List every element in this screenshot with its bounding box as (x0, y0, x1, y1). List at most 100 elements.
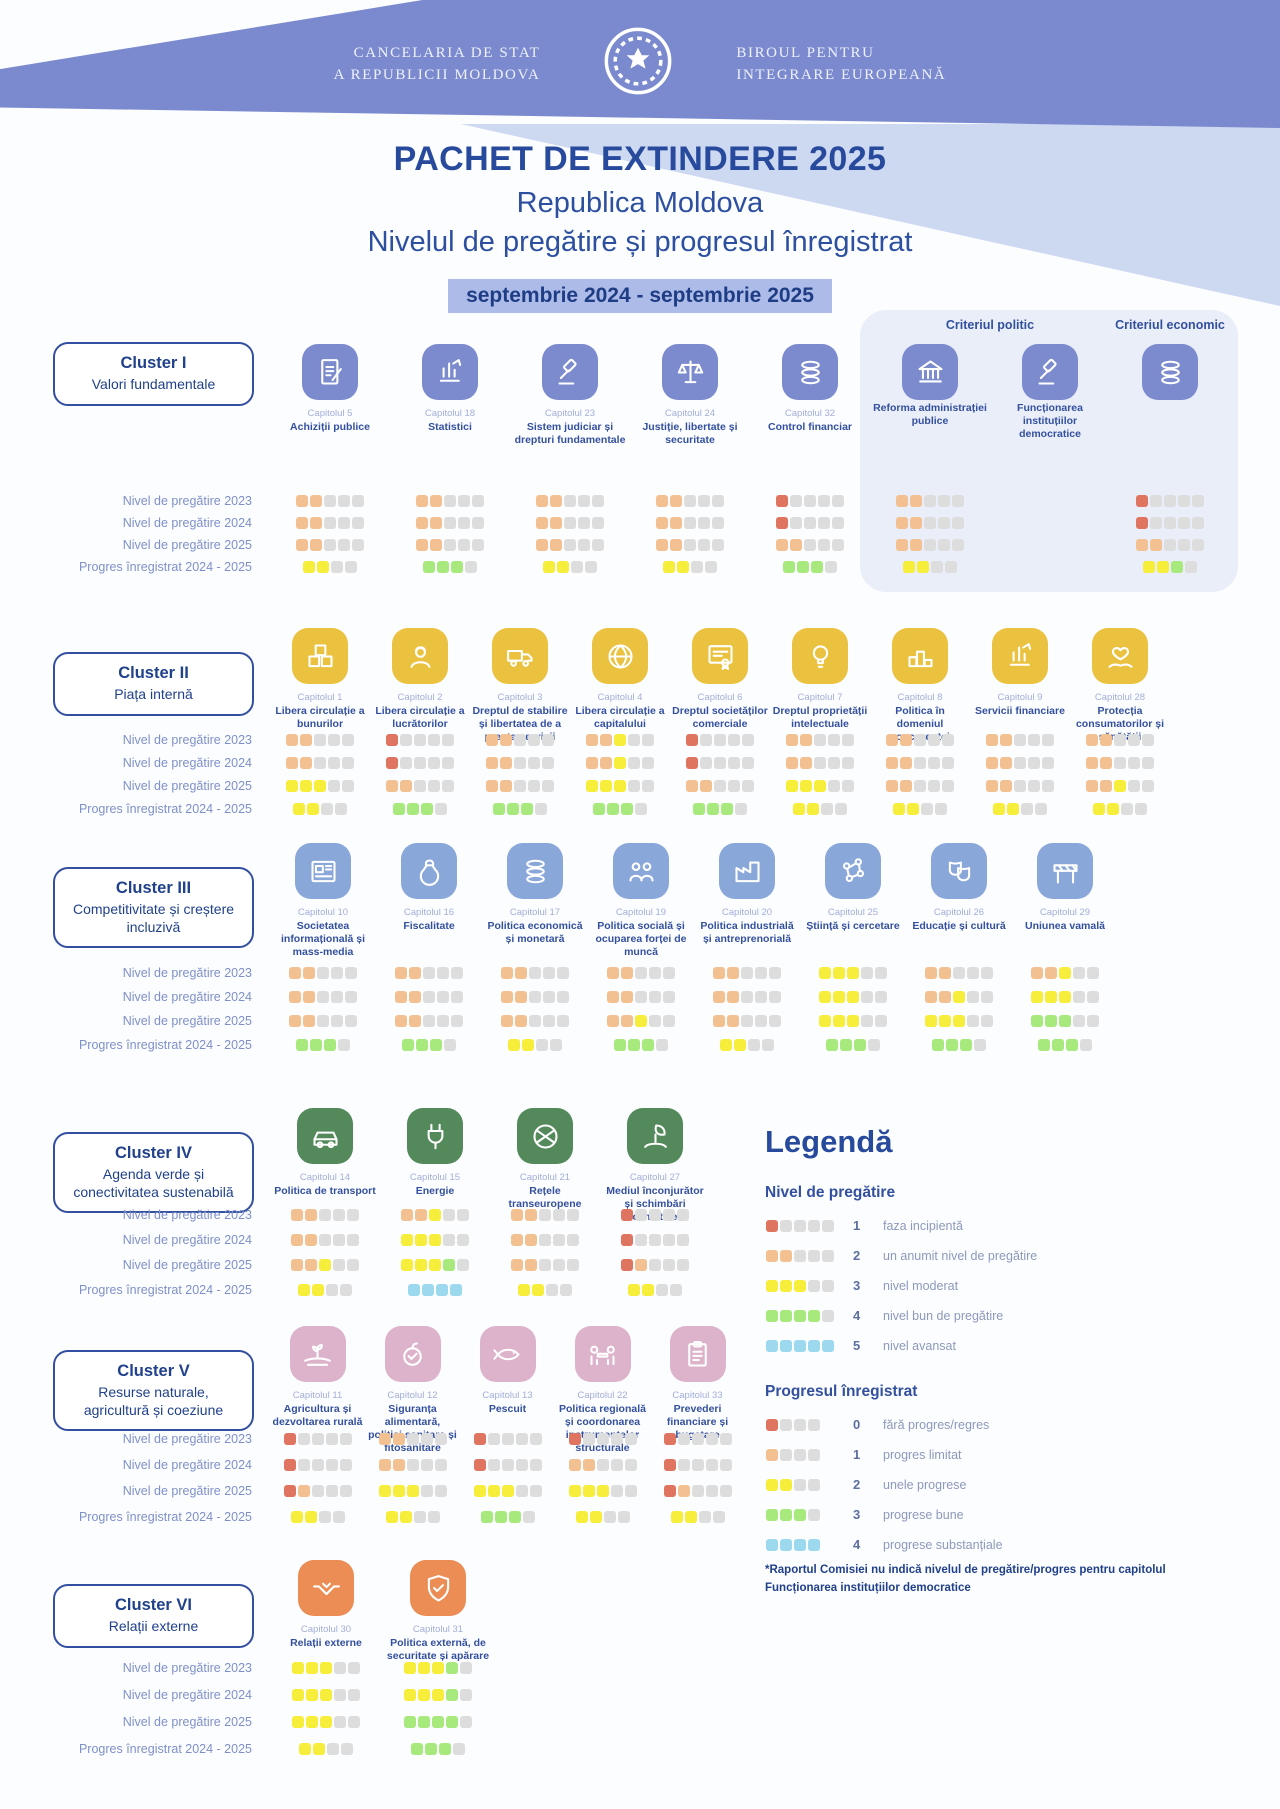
bar-segment (290, 1511, 303, 1523)
bar-segment (378, 1433, 391, 1445)
bar-segment (719, 1485, 732, 1497)
bar-segment (416, 495, 428, 507)
bar-segment (893, 802, 905, 815)
bar-segment (776, 539, 788, 551)
bar-segment (443, 1208, 455, 1221)
bar-segment (423, 991, 435, 1003)
bar-segment (1107, 802, 1119, 815)
bar-segment (296, 539, 308, 551)
bar-segment (642, 1283, 654, 1296)
bar-segment (1000, 779, 1012, 792)
bar-segment (1042, 756, 1054, 769)
legend-item-progress-4: 4 progrese substanțiale (765, 1537, 1250, 1552)
bar-segment (522, 1039, 534, 1051)
prep-bar-2025 (1012, 1009, 1118, 1033)
bar-segment (981, 1015, 993, 1027)
bar-segment (808, 1538, 820, 1551)
bar-segment (766, 1249, 778, 1262)
bar-segment (607, 1015, 619, 1027)
bar-segment (935, 802, 947, 815)
cluster-II-heading: Cluster II Piața internă (53, 652, 254, 716)
bar-segment (1052, 1039, 1064, 1051)
bar-segment (1185, 561, 1197, 573)
bar-segment (663, 561, 675, 573)
bar-segment (320, 1715, 332, 1728)
bar-segment (586, 733, 598, 746)
bar-segment (714, 733, 726, 746)
legend-label: unele progrese (883, 1477, 967, 1492)
bar-segment (347, 1208, 359, 1221)
chapter-capitolul-18: Capitolul 18 Statistici (390, 318, 510, 490)
row-label-prep-2025: Nivel de pregătire 2025 (122, 1714, 252, 1729)
bar-segment (1042, 733, 1054, 746)
bar-segment (303, 967, 315, 979)
bar-segment (684, 495, 696, 507)
bar-segment (378, 1459, 391, 1471)
prep-bar-2024 (390, 512, 510, 534)
bar-segment (300, 756, 312, 769)
bar-segment (691, 1433, 704, 1445)
bar-segment (677, 1208, 689, 1221)
progress-bar (670, 797, 770, 820)
bar-segment (458, 539, 470, 551)
progress-bar (490, 1277, 600, 1302)
bar-segment (402, 1039, 414, 1051)
chapter-caption: Capitolul 6 (697, 692, 743, 703)
eco-hands-icon (627, 1108, 683, 1164)
bar-segment (560, 1283, 572, 1296)
bar-segment (719, 1433, 732, 1445)
bar-segment (691, 561, 703, 573)
row-label-prep-2023: Nivel de pregătire 2023 (122, 1207, 252, 1222)
bar-segment (794, 1448, 806, 1461)
bar-segment (422, 1283, 434, 1296)
bar-segment (835, 802, 847, 815)
bar-segment (420, 1459, 433, 1471)
bar-segment (925, 991, 937, 1003)
bar-segment (635, 1208, 647, 1221)
prep-bar-2025 (800, 1009, 906, 1033)
bar-segment (406, 1433, 419, 1445)
bar-segment (794, 1418, 806, 1431)
bar-segment (446, 1715, 458, 1728)
prep-bar-2023 (390, 490, 510, 512)
chapter-caption: Capitolul 18 (424, 408, 476, 419)
bar-segment (557, 991, 569, 1003)
bar-segment (564, 517, 576, 529)
bar-segment (614, 733, 626, 746)
bar-segment (1114, 779, 1126, 792)
bar-segment (1178, 539, 1190, 551)
bar-segment (414, 779, 426, 792)
cluster-III-subtitle: Competitivitate și creștere incluzivă (72, 901, 235, 935)
bar-segment (414, 733, 426, 746)
cluster-VI-section: Cluster VI Relații externe Capitolul 30 Rel… (45, 1560, 494, 1762)
bar-segment (1150, 517, 1162, 529)
chapter-capitolul-3: Capitolul 3 Dreptul de stabilire și liber… (470, 628, 570, 743)
bar-segment (550, 539, 562, 551)
bar-segment (303, 991, 315, 1003)
bar-segment (1073, 991, 1085, 1003)
chapter-caption: Capitolul 4 (597, 692, 643, 703)
bar-segment (707, 802, 719, 815)
prep-bar-2024 (482, 985, 588, 1009)
bar-segment (427, 1511, 440, 1523)
bar-segment (794, 1508, 806, 1521)
chapter-capitolul-27: Capitolul 27 Mediul înconjurător și schim… (600, 1108, 710, 1223)
bar-segment (342, 756, 354, 769)
bar-segment (319, 1208, 331, 1221)
prep-bar-2024 (270, 1681, 382, 1708)
bar-segment (677, 1433, 690, 1445)
prep-bar-2023 (1070, 728, 1170, 751)
org-right: Biroul pentru Integrare Europeană (736, 42, 946, 87)
bar-segment (414, 756, 426, 769)
bar-segment (324, 539, 336, 551)
bar-segment (719, 1459, 732, 1471)
chapter-caption: Capitolul 13 (482, 1390, 533, 1401)
chapter-capitolul-30: Capitolul 30 Relații externe (270, 1560, 382, 1654)
chapter-name: Dreptul societăților comerciale (672, 705, 768, 731)
bar-segment (418, 1688, 430, 1701)
legend-title: Legendă (765, 1124, 893, 1159)
bar-segment (406, 1485, 419, 1497)
bar-segment (776, 495, 788, 507)
bar-segment (828, 756, 840, 769)
bar-segment (790, 495, 802, 507)
